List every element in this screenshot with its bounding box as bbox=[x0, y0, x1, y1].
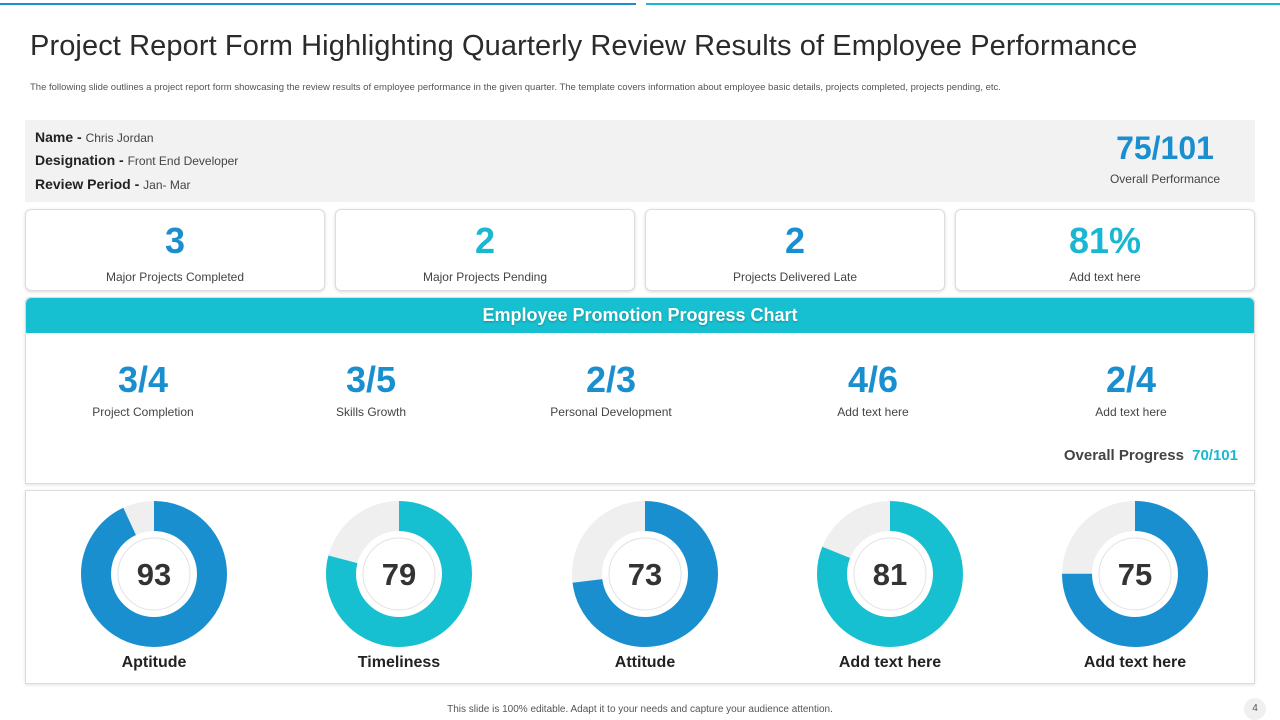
promotion-progress-title: Employee Promotion Progress Chart bbox=[26, 298, 1254, 333]
donut-chart: 81 bbox=[817, 501, 963, 647]
stat-label: Major Projects Pending bbox=[422, 270, 548, 284]
top-accent-line-left bbox=[0, 3, 636, 5]
stat-value: 2 bbox=[474, 220, 496, 261]
stat-value: 3 bbox=[164, 220, 186, 261]
donut-inner-circle bbox=[117, 537, 191, 611]
donut-timeliness: 79 Timeliness bbox=[309, 499, 489, 679]
stat-value: 81% bbox=[1068, 220, 1142, 261]
donut-label: Aptitude bbox=[121, 654, 187, 671]
stat-label: Projects Delivered Late bbox=[732, 270, 858, 284]
page-subtitle: The following slide outlines a project r… bbox=[30, 82, 1001, 93]
progress-item: 4/6 Add text here bbox=[773, 359, 973, 420]
donut-attitude: 73 Attitude bbox=[555, 499, 735, 679]
employee-designation-row: Designation - Front End Developer bbox=[35, 152, 238, 168]
overall-performance-label: Overall Performance bbox=[1109, 172, 1221, 186]
progress-label: Add text here bbox=[837, 405, 909, 419]
progress-value: 3/4 bbox=[117, 359, 169, 400]
progress-value: 4/6 bbox=[847, 359, 899, 400]
name-label: Name - bbox=[35, 129, 82, 145]
overall-progress-label: Overall Progress bbox=[1063, 447, 1184, 464]
donut-chart: 79 bbox=[326, 501, 472, 647]
donut-score: 81 bbox=[873, 557, 907, 592]
progress-label: Personal Development bbox=[550, 405, 672, 419]
stat-label: Major Projects Completed bbox=[105, 270, 245, 284]
donut-inner-circle bbox=[608, 537, 682, 611]
donut-chart: 75 bbox=[1062, 501, 1208, 647]
donut-score: 79 bbox=[382, 557, 416, 592]
stat-card-percentage: 81% Add text here bbox=[955, 209, 1255, 291]
donut-custom-1: 81 Add text here bbox=[800, 499, 980, 679]
donut-inner-circle bbox=[362, 537, 436, 611]
page-number: 4 bbox=[1244, 698, 1266, 720]
donut-label: Timeliness bbox=[357, 654, 441, 671]
progress-item: 3/4 Project Completion bbox=[43, 359, 243, 420]
promotion-progress-panel: Employee Promotion Progress Chart 3/4 Pr… bbox=[25, 297, 1255, 484]
review-period-label: Review Period - bbox=[35, 176, 140, 192]
stat-card-projects-completed: 3 Major Projects Completed bbox=[25, 209, 325, 291]
donut-fill-arc bbox=[817, 501, 963, 647]
progress-value: 3/5 bbox=[345, 359, 397, 400]
donut-label: Attitude bbox=[614, 654, 676, 671]
donut-inner-circle bbox=[1098, 537, 1172, 611]
employee-name-row: Name - Chris Jordan bbox=[35, 129, 154, 145]
stat-card-projects-pending: 2 Major Projects Pending bbox=[335, 209, 635, 291]
top-accent-line-right bbox=[646, 3, 1280, 5]
designation-label: Designation - bbox=[35, 152, 124, 168]
overall-performance-score: 75/101 bbox=[1116, 130, 1214, 166]
designation-value: Front End Developer bbox=[127, 154, 239, 168]
donut-fill-arc bbox=[572, 501, 718, 647]
progress-label: Add text here bbox=[1095, 405, 1167, 419]
score-donuts-panel: 93 Aptitude 79 Timeliness 73 Attitude 81… bbox=[25, 490, 1255, 684]
overall-progress: Overall Progress 70/101 bbox=[1064, 447, 1238, 464]
employee-review-period-row: Review Period - Jan- Mar bbox=[35, 176, 191, 192]
page-title: Project Report Form Highlighting Quarter… bbox=[30, 30, 1138, 62]
progress-item: 2/3 Personal Development bbox=[511, 359, 711, 420]
stat-value: 2 bbox=[784, 220, 806, 261]
donut-label: Add text here bbox=[1083, 654, 1187, 671]
progress-value: 2/3 bbox=[585, 359, 637, 400]
stat-card-projects-late: 2 Projects Delivered Late bbox=[645, 209, 945, 291]
employee-info-panel: Name - Chris Jordan Designation - Front … bbox=[25, 120, 1255, 202]
footer-text: This slide is 100% editable. Adapt it to… bbox=[447, 704, 833, 715]
donut-fill-arc bbox=[1062, 501, 1208, 647]
overall-progress-value: 70/101 bbox=[1192, 447, 1238, 464]
donut-custom-2: 75 Add text here bbox=[1045, 499, 1225, 679]
donut-score: 75 bbox=[1118, 557, 1152, 592]
stat-label: Add text here bbox=[1069, 270, 1141, 284]
progress-item: 2/4 Add text here bbox=[1031, 359, 1231, 420]
progress-value: 2/4 bbox=[1105, 359, 1157, 400]
donut-score: 73 bbox=[628, 557, 662, 592]
donut-score: 93 bbox=[137, 557, 171, 592]
review-period-value: Jan- Mar bbox=[143, 178, 191, 192]
name-value: Chris Jordan bbox=[85, 131, 154, 145]
donut-inner-circle bbox=[853, 537, 927, 611]
progress-item: 3/5 Skills Growth bbox=[271, 359, 471, 420]
donut-label: Add text here bbox=[838, 654, 942, 671]
progress-label: Project Completion bbox=[92, 405, 194, 419]
donut-chart: 73 bbox=[572, 501, 718, 647]
donut-fill-arc bbox=[326, 501, 472, 647]
progress-label: Skills Growth bbox=[335, 405, 406, 419]
donut-fill-arc bbox=[81, 501, 227, 647]
donut-aptitude: 93 Aptitude bbox=[64, 499, 244, 679]
donut-chart: 93 bbox=[81, 501, 227, 647]
